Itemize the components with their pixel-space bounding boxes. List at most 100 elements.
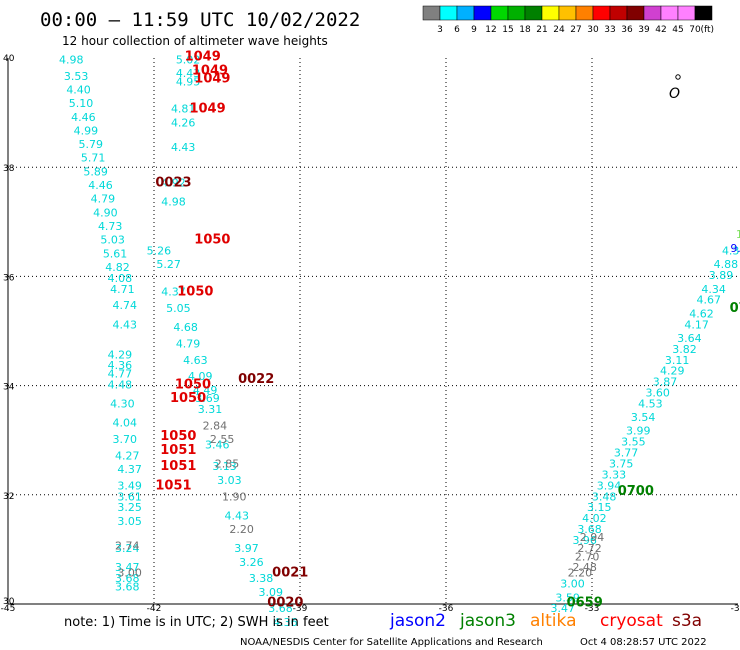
legend-entry: cryosat: [600, 611, 663, 631]
x-tick-label: -33: [585, 604, 600, 614]
wave-height-label: 4.92: [161, 176, 186, 189]
wave-height-label: 3.15: [587, 501, 612, 514]
time-label: 1051: [160, 443, 196, 458]
wave-height-label: 4.34: [701, 283, 726, 296]
wave-height-label: 5.05: [166, 302, 191, 315]
wave-height-label: 4.71: [110, 283, 135, 296]
wave-height-label: 3.69: [195, 392, 220, 405]
wave-height-label: 4.73: [98, 220, 123, 233]
colorbar-label: 70: [689, 25, 701, 35]
wave-height-label: 3.11: [665, 354, 690, 367]
wave-height-label: 9.: [730, 242, 740, 255]
wave-height-label: 4.81: [171, 103, 196, 116]
wave-height-label: 5.71: [81, 152, 106, 165]
wave-height-label: 4.27: [115, 449, 140, 462]
time-label: 1050: [175, 377, 211, 392]
wave-height-label: 3.54: [631, 411, 656, 424]
colorbar-label: 42: [655, 25, 666, 35]
wave-height-label: 3.55: [621, 436, 646, 449]
colorbar-swatch: [575, 5, 594, 21]
colorbar-label: 45: [672, 25, 683, 35]
plot-area: [7, 58, 738, 605]
wave-height-label: 3.96: [572, 534, 597, 547]
wave-height-label: 4.29: [108, 348, 133, 361]
colorbar-label: 33: [604, 25, 615, 35]
wave-height-label: 2.20: [229, 523, 254, 536]
time-label: 0022: [238, 372, 274, 387]
wave-height-label: 5.02: [176, 53, 201, 66]
wave-height-label: 3.68: [115, 572, 140, 585]
time-label: 0021: [272, 566, 308, 581]
data-labels: 4.983.534.405.104.464.995.795.715.894.46…: [59, 50, 740, 629]
wave-height-label: 3.60: [645, 387, 670, 400]
y-tick-label: 30: [3, 597, 15, 607]
wave-height-label: 3.00: [117, 567, 142, 580]
wave-height-label: 3.77: [614, 447, 639, 460]
wave-height-label: 3.68: [115, 580, 140, 593]
colorbar-swatch: [507, 5, 526, 21]
y-tick-label: 40: [3, 54, 15, 64]
wave-height-label: 3.03: [217, 474, 242, 487]
wave-height-label: 5.03: [100, 234, 125, 247]
x-tick-label: -30: [731, 604, 740, 614]
wave-height-label: 3.47: [551, 602, 576, 615]
colorbar-label: 18: [519, 25, 531, 35]
wave-height-label: 3.38: [249, 572, 274, 585]
colorbar-swatch: [439, 5, 458, 21]
y-tick-label: 36: [3, 273, 15, 283]
wave-height-label: 4.43: [113, 318, 138, 331]
wave-height-label: 5.27: [156, 258, 181, 271]
colorbar-label: 36: [621, 25, 633, 35]
colorbar-swatch: [490, 5, 509, 21]
colorbar-swatch: [626, 5, 645, 21]
wave-height-label: 4.98: [161, 195, 186, 208]
y-tick-label: 32: [3, 492, 14, 502]
wave-height-label: 4.3: [722, 245, 740, 258]
wave-height-label: 4.95: [176, 75, 201, 88]
wave-height-label: 3.70: [113, 433, 138, 446]
wave-height-label: 4.98: [59, 53, 84, 66]
wave-height-label: 4.62: [689, 307, 714, 320]
time-label: 1049: [192, 63, 228, 78]
wave-height-label: 3.47: [115, 561, 140, 574]
wave-height-label: 4.43: [171, 141, 196, 154]
time-label: 0700: [618, 484, 654, 499]
wave-height-label: 4.88: [714, 258, 739, 271]
wave-height-label: 4.79: [176, 337, 201, 350]
wave-height-label: 4.49: [193, 384, 218, 397]
wave-height-label: 4.09: [188, 370, 213, 383]
wave-height-label: 3.53: [64, 70, 89, 83]
wave-height-label: 3.09: [259, 586, 284, 599]
colorbar-unit: (ft): [700, 25, 714, 35]
wave-height-label: 3.89: [709, 269, 734, 282]
x-tick-label: -36: [439, 604, 454, 614]
wave-height-label: 4.40: [66, 83, 91, 96]
colorbar-swatch: [643, 5, 662, 21]
corner-dot: [675, 74, 681, 80]
wave-height-label: 4.99: [74, 124, 99, 137]
colorbar-label: 30: [587, 25, 599, 35]
wave-height-label: 4.46: [71, 111, 96, 124]
wave-height-label: 3.68: [268, 602, 293, 615]
wave-height-label: 4.37: [117, 463, 142, 476]
wave-height-label: 2.48: [572, 561, 597, 574]
wave-height-label: 1.90: [222, 490, 247, 503]
wave-height-label: 4.48: [108, 378, 133, 391]
colorbar-label: 3: [437, 25, 443, 35]
y-tick-label: 38: [3, 164, 15, 174]
wave-height-label: 3.87: [653, 376, 678, 389]
time-label: 1049: [189, 102, 225, 117]
wave-height-label: 2.55: [210, 433, 235, 446]
time-label: 1050: [177, 285, 213, 300]
colorbar-label: 12: [485, 25, 496, 35]
colorbar-swatch: [592, 5, 611, 21]
legend-entry: jason2: [389, 611, 446, 631]
wave-height-label: 3.49: [117, 479, 142, 492]
x-tick-label: -39: [293, 604, 308, 614]
wave-height-label: 2.72: [577, 542, 602, 555]
colorbar-swatch: [422, 5, 441, 21]
time-label: 1051: [155, 478, 191, 493]
timestamp-text: Oct 4 08:28:57 UTC 2022: [580, 637, 707, 648]
wave-height-label: 4.43: [176, 67, 201, 80]
colorbar-swatch: [609, 5, 628, 21]
